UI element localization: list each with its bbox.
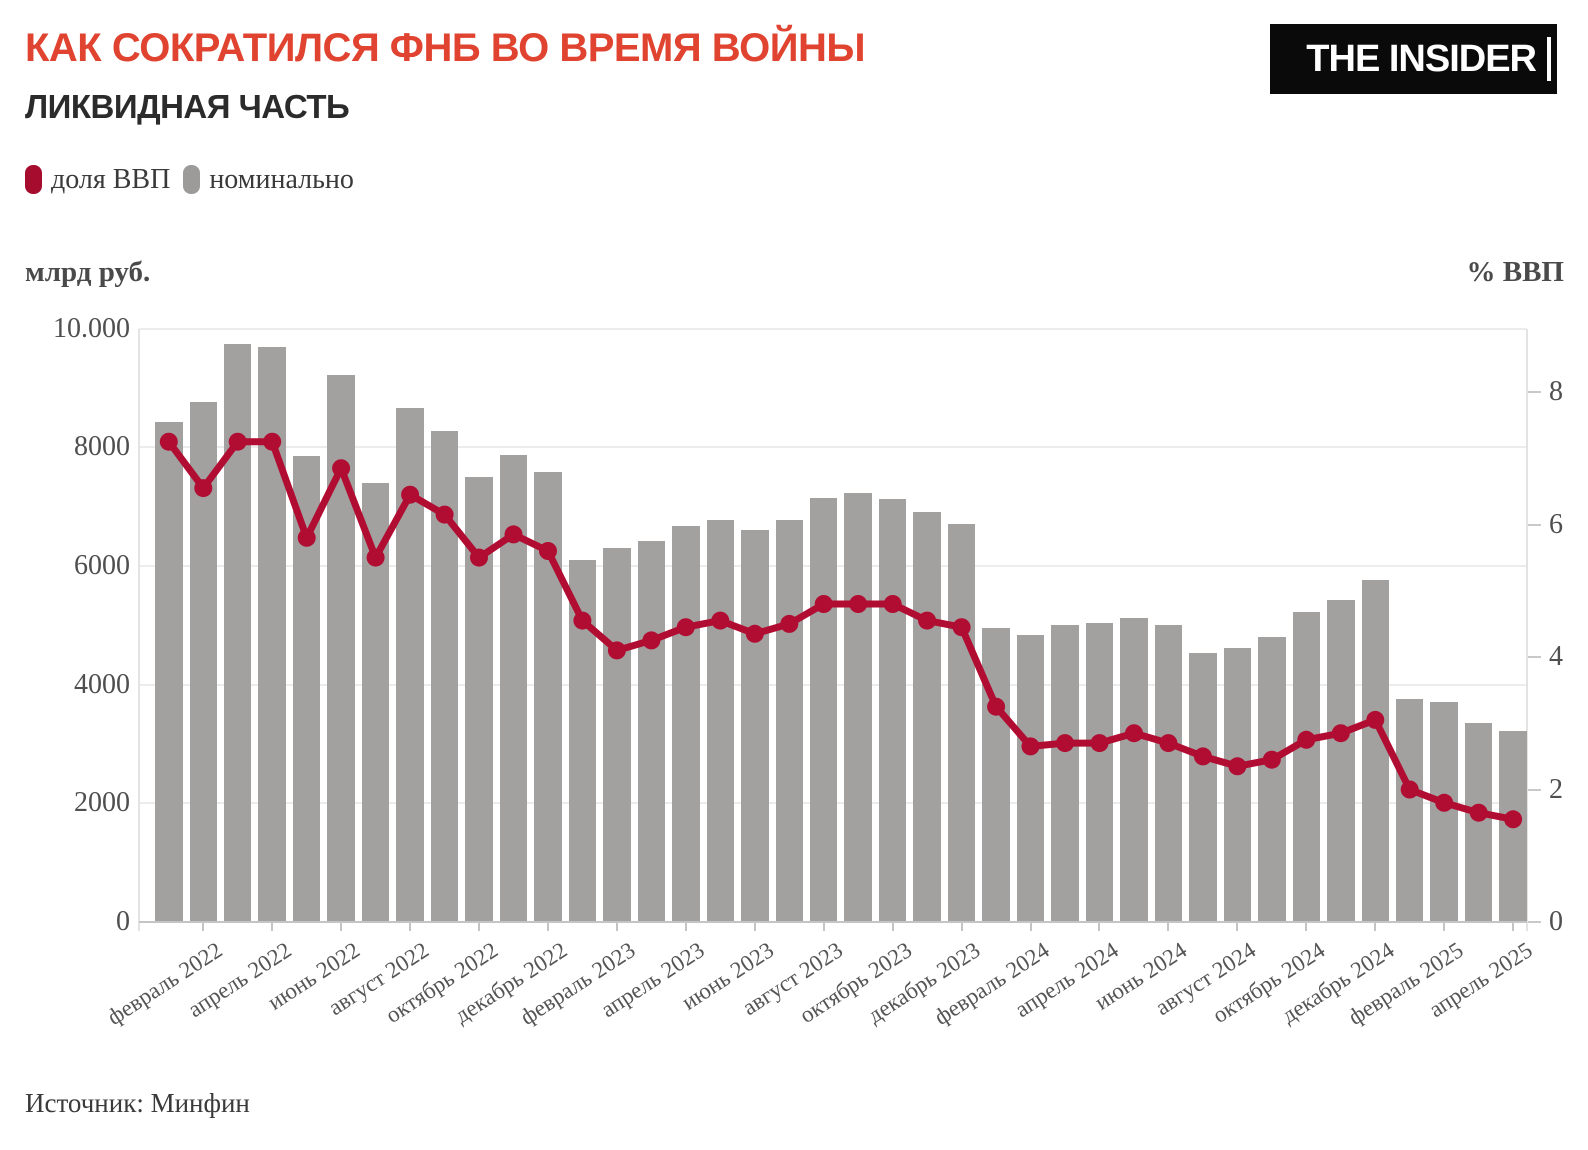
bar — [1051, 625, 1079, 922]
y-axis-label-right: 4 — [1549, 641, 1563, 672]
bar — [361, 483, 390, 922]
legend-label-nominal: номинально — [209, 164, 354, 195]
bar — [1154, 625, 1183, 922]
legend-item-nominal: номинально — [183, 164, 354, 194]
bar — [430, 431, 459, 922]
bar — [706, 519, 735, 922]
bar — [603, 547, 631, 922]
x-axis-tick — [271, 922, 274, 931]
bar — [1327, 600, 1355, 922]
bar — [947, 524, 976, 922]
bar — [189, 401, 218, 922]
bar — [775, 519, 803, 922]
y-axis-label-left: 8000 — [74, 431, 130, 463]
left-axis-title: млрд руб. — [25, 256, 151, 288]
x-axis-tick — [960, 922, 963, 931]
bar — [258, 346, 286, 922]
bar — [844, 492, 872, 922]
bar — [1361, 579, 1389, 922]
x-axis-tick — [478, 922, 481, 931]
y-axis-label-right: 0 — [1549, 906, 1563, 937]
gridline — [139, 327, 1527, 330]
y-axis-label-left: 6000 — [74, 549, 130, 581]
bar — [155, 421, 183, 922]
bar — [1120, 617, 1148, 922]
bar — [1499, 730, 1527, 922]
left-axis-line — [138, 328, 140, 931]
y-axis-tick-right — [1528, 523, 1541, 526]
x-axis-tick — [822, 922, 825, 931]
bar — [396, 408, 424, 922]
y-axis-label-left: 2000 — [74, 787, 130, 819]
bar — [568, 559, 597, 922]
bar — [534, 472, 562, 922]
x-axis-tick — [1443, 922, 1446, 931]
y-axis-label-right: 8 — [1549, 376, 1563, 407]
x-axis-tick — [1374, 922, 1377, 931]
bar — [1189, 652, 1217, 922]
source-note: Источник: Минфин — [25, 1088, 250, 1118]
y-axis-tick-right — [1528, 788, 1541, 791]
bar — [1085, 622, 1114, 922]
y-axis-label-left: 0 — [116, 906, 130, 937]
x-axis-tick — [891, 922, 894, 931]
bar — [637, 540, 666, 922]
bar — [1223, 647, 1252, 922]
y-axis-tick-right — [1528, 656, 1541, 658]
bar — [223, 343, 252, 922]
logo-cursor-bar — [1547, 37, 1551, 81]
x-axis-tick — [409, 922, 412, 931]
right-axis-line — [1526, 328, 1528, 931]
x-axis-tick — [1305, 922, 1308, 931]
gdp-share-swatch-icon — [25, 164, 42, 194]
bar — [982, 628, 1010, 922]
bar — [672, 526, 700, 922]
x-axis-tick — [684, 922, 687, 931]
x-axis-tick — [340, 922, 343, 931]
bar — [913, 511, 941, 922]
bar — [1016, 634, 1045, 922]
legend-label-gdp-share: доля ВВП — [51, 164, 171, 195]
chart-title: КАК СОКРАТИЛСЯ ФНБ ВО ВРЕМЯ ВОЙНЫ — [25, 26, 866, 70]
x-axis-tick — [1512, 922, 1515, 931]
x-axis-tick — [1098, 922, 1101, 931]
bar — [1292, 612, 1321, 922]
logo-text: THE INSIDER — [1306, 38, 1537, 80]
y-axis-label-right: 6 — [1549, 508, 1563, 540]
right-axis-title: % ВВП — [1466, 256, 1565, 288]
insider-logo: THE INSIDER — [1270, 24, 1557, 94]
x-axis-baseline — [139, 921, 1527, 923]
y-axis-label-left: 4000 — [74, 668, 130, 700]
bar — [292, 455, 321, 922]
legend-item-gdp-share: доля ВВП — [25, 164, 170, 194]
y-axis-tick-right — [1528, 391, 1541, 393]
legend: доля ВВП номинально — [25, 164, 354, 194]
chart-subtitle: ЛИКВИДНАЯ ЧАСТЬ — [25, 88, 350, 125]
bar — [878, 499, 907, 922]
x-axis-tick — [1236, 922, 1239, 931]
bar — [1430, 701, 1458, 922]
bar — [327, 375, 355, 922]
x-axis-tick — [546, 922, 549, 931]
bar — [809, 497, 838, 922]
nominal-swatch-icon — [183, 164, 201, 194]
x-axis-tick — [1029, 922, 1032, 931]
x-axis-tick — [753, 922, 756, 931]
y-axis-label-left: 10.000 — [53, 312, 130, 344]
bar — [1395, 698, 1424, 922]
bar — [1258, 637, 1286, 922]
x-axis-tick — [202, 922, 205, 931]
bar — [465, 476, 493, 922]
x-axis-tick — [615, 922, 618, 931]
bar — [1464, 723, 1493, 922]
bar — [741, 530, 769, 922]
y-axis-tick-right — [1528, 921, 1541, 923]
bar — [499, 454, 528, 922]
x-axis-tick — [1167, 922, 1170, 931]
y-axis-label-right: 2 — [1549, 773, 1563, 805]
